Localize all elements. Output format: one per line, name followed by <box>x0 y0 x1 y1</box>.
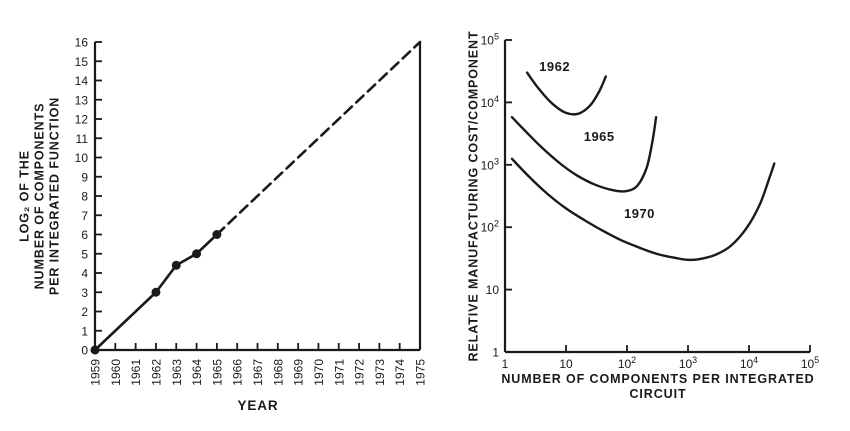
data-point-marker <box>192 249 202 259</box>
right-x-title-line-1: NUMBER OF COMPONENTS PER INTEGRATED <box>501 372 815 386</box>
tick-label: 1972 <box>353 359 367 386</box>
tick-label: 1970 <box>312 359 326 386</box>
right-series-1970: 1970 <box>510 157 776 262</box>
tick-label: 1975 <box>414 359 428 386</box>
curve-year-label-1970: 1970 <box>624 206 655 221</box>
tick-label: 4 <box>81 267 88 281</box>
tick-label: 14 <box>75 74 89 88</box>
tick-label: 1964 <box>190 359 204 386</box>
left-series-extrapolation <box>215 40 422 236</box>
left-y-title-line-2: NUMBER OF COMPONENTS <box>32 102 47 290</box>
tick-label: 103 <box>481 156 499 172</box>
tick-label: 1 <box>81 324 88 338</box>
tick-label: 1 <box>492 346 499 360</box>
tick-label: 8 <box>81 190 88 204</box>
tick-label: 13 <box>75 93 89 107</box>
right-series-1962: 1962 <box>525 59 607 116</box>
tick-label: 105 <box>801 355 819 371</box>
tick-label: 3 <box>81 286 88 300</box>
left-chart-x-axis-title: YEAR <box>237 398 279 413</box>
tick-label: 1 <box>502 357 509 371</box>
tick-label: 0 <box>81 344 88 358</box>
cost-vs-components-chart: 1 10 102 103 104 105 1 10 102 103 104 105 1962 1965 19… <box>481 32 820 372</box>
tick-label: 6 <box>81 228 88 242</box>
tick-label: 1968 <box>271 359 285 386</box>
curve-year-label-1965: 1965 <box>584 129 615 144</box>
tick-label: 10 <box>75 151 89 165</box>
tick-label: 1960 <box>109 359 123 386</box>
tick-label: 104 <box>481 94 499 110</box>
tick-label: 104 <box>740 355 758 371</box>
tick-label: 16 <box>75 36 89 50</box>
tick-label: 1974 <box>393 359 407 386</box>
tick-label: 10 <box>486 283 500 297</box>
tick-label: 1966 <box>231 359 245 386</box>
tick-label: 102 <box>481 219 499 235</box>
tick-label: 9 <box>81 170 88 184</box>
tick-label: 103 <box>679 355 697 371</box>
tick-label: 1973 <box>373 359 387 386</box>
left-y-title-line-3: PER INTEGRATED FUNCTION <box>47 96 62 296</box>
tick-label: 12 <box>75 113 89 127</box>
tick-label: 1962 <box>149 359 163 386</box>
right-chart-x-axis-title: NUMBER OF COMPONENTS PER INTEGRATED CIRC… <box>501 372 814 402</box>
tick-label: 1971 <box>332 359 346 386</box>
data-point-marker <box>90 345 100 355</box>
tick-label: 102 <box>618 355 636 371</box>
data-point-marker <box>151 287 161 297</box>
data-point-marker <box>171 260 181 270</box>
tick-label: 1961 <box>129 359 143 386</box>
tick-label: 2 <box>81 305 88 319</box>
right-chart-y-axis-title: RELATIVE MANUFACTURING COST/COMPONENT <box>466 30 481 362</box>
tick-label: 1963 <box>170 359 184 386</box>
right-x-title-line-2: CIRCUIT <box>629 387 687 401</box>
right-series-1965: 1965 <box>510 116 658 193</box>
tick-label: 105 <box>481 32 499 48</box>
left-chart-y-axis-title: LOG₂ OF THE NUMBER OF COMPONENTS PER INT… <box>18 97 63 295</box>
tick-label: 1959 <box>89 359 103 386</box>
curve-year-label-1962: 1962 <box>539 59 570 74</box>
tick-label: 1967 <box>251 359 265 386</box>
tick-label: 1965 <box>210 359 224 386</box>
tick-label: 7 <box>81 209 88 223</box>
tick-label: 1969 <box>292 359 306 386</box>
tick-label: 11 <box>76 132 89 146</box>
tick-label: 5 <box>81 247 88 261</box>
left-y-title-line-1: LOG₂ OF THE <box>17 150 32 242</box>
left-series-observed-data <box>90 230 222 355</box>
right-chart-axes <box>503 40 810 354</box>
tick-label: 10 <box>559 357 573 371</box>
tick-label: 15 <box>75 55 89 69</box>
right-chart-ticks: 1 10 102 103 104 105 1 10 102 103 104 105 <box>481 32 820 372</box>
